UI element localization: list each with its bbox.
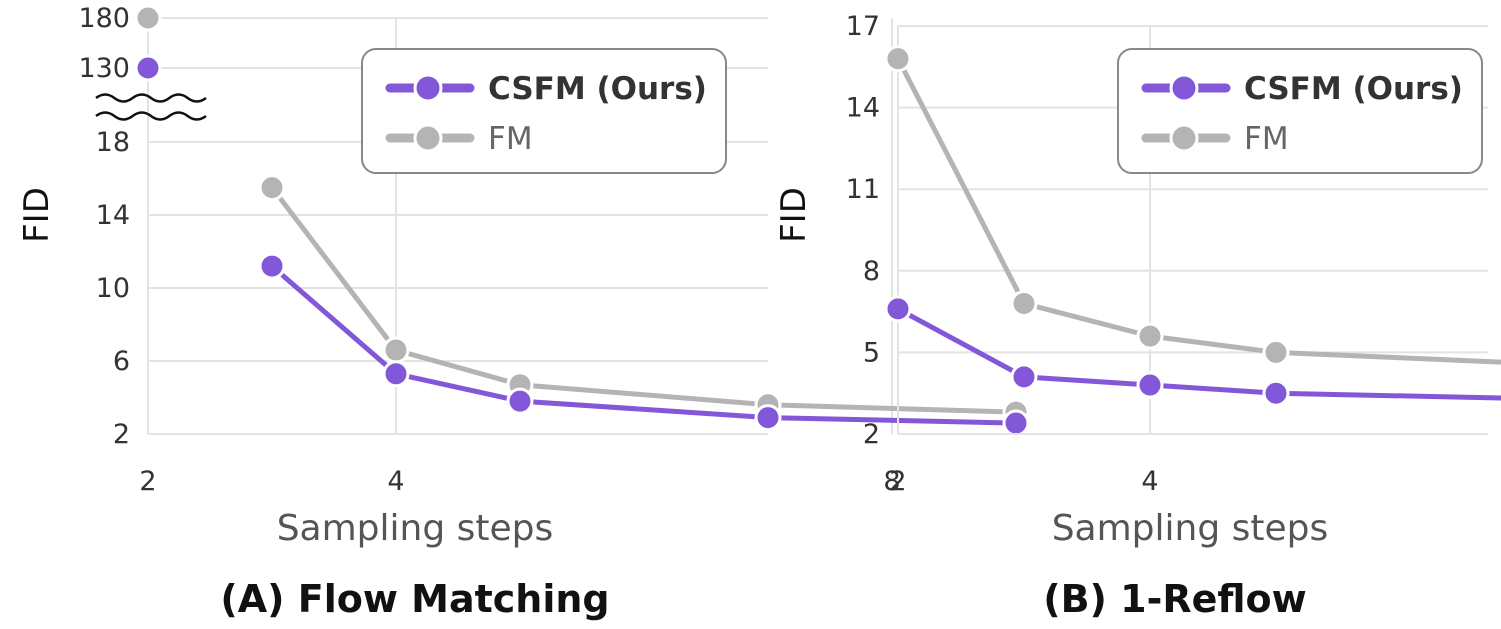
legend: CSFM (Ours) FM — [1117, 48, 1483, 174]
axis-break-wave — [95, 93, 207, 103]
data-point — [1002, 409, 1030, 437]
legend-label: CSFM (Ours) — [1244, 71, 1463, 107]
series-fm — [884, 45, 1501, 366]
data-point — [1010, 363, 1038, 391]
data-point — [884, 295, 912, 323]
data-point — [258, 252, 286, 280]
legend-label: FM — [488, 121, 533, 157]
data-point — [134, 4, 162, 32]
legend-swatch-marker — [1169, 73, 1199, 103]
x-tick-label: 4 — [387, 466, 404, 497]
x-tick-label: 4 — [1141, 466, 1158, 497]
data-point — [506, 387, 534, 415]
data-point — [1010, 289, 1038, 317]
y-tick-label: 5 — [863, 337, 880, 368]
y-tick-label: 18 — [96, 127, 130, 158]
data-point — [258, 174, 286, 202]
y-tick-label: 10 — [96, 273, 130, 304]
series-line — [896, 306, 1501, 401]
y-tick-label: 11 — [846, 174, 880, 205]
data-point — [1262, 338, 1290, 366]
data-point — [1136, 322, 1164, 350]
chart-panel-a: 2 6 10 14 18 130 180 2 4 8 CSFM (Ours) FM Sampling s… — [17, 3, 1030, 621]
series-line — [895, 57, 1501, 365]
data-point — [382, 336, 410, 364]
y-tick-label: 2 — [113, 419, 130, 450]
chart-title: (B) 1-Reflow — [1043, 577, 1307, 621]
data-point — [1136, 371, 1164, 399]
series-csfm — [884, 295, 1501, 407]
axis-break-mark — [95, 93, 207, 121]
x-tick-label: 2 — [889, 466, 906, 497]
y-tick-label: 14 — [96, 200, 130, 231]
data-point — [884, 45, 912, 73]
data-point — [1262, 379, 1290, 407]
legend-swatch-marker — [413, 123, 443, 153]
legend-label: CSFM (Ours) — [488, 71, 707, 107]
y-tick-label: 6 — [113, 346, 130, 377]
x-tick-label: 2 — [139, 466, 156, 497]
axis-break-wave — [95, 111, 207, 121]
legend: CSFM (Ours) FM — [361, 48, 727, 174]
x-tick-label: 8 — [883, 466, 900, 497]
y-tick-label: 2 — [863, 419, 880, 450]
series-csfm — [134, 54, 1030, 437]
chart-title: (A) Flow Matching — [220, 577, 609, 621]
legend-box — [1117, 48, 1483, 174]
legend-swatch-marker — [413, 73, 443, 103]
series-line — [270, 264, 1017, 426]
legend-box — [361, 48, 727, 174]
legend-label: FM — [1244, 121, 1289, 157]
y-tick-label: 130 — [78, 53, 130, 84]
data-point — [382, 360, 410, 388]
data-point — [134, 54, 162, 82]
y-tick-label: 17 — [846, 11, 880, 42]
y-axis-label: FID — [17, 187, 57, 243]
y-tick-label: 180 — [78, 3, 130, 34]
y-axis-label: FID — [774, 187, 814, 243]
chart-panel-b: 2 5 8 11 14 17 2 4 8 CSFM (Ours) FM Sampling steps F… — [774, 11, 1501, 621]
y-tick-label: 14 — [846, 93, 880, 124]
x-axis-label: Sampling steps — [1052, 508, 1329, 549]
y-tick-label: 8 — [863, 256, 880, 287]
x-axis-label: Sampling steps — [277, 508, 554, 549]
legend-swatch-marker — [1169, 123, 1199, 153]
data-point — [754, 404, 782, 432]
